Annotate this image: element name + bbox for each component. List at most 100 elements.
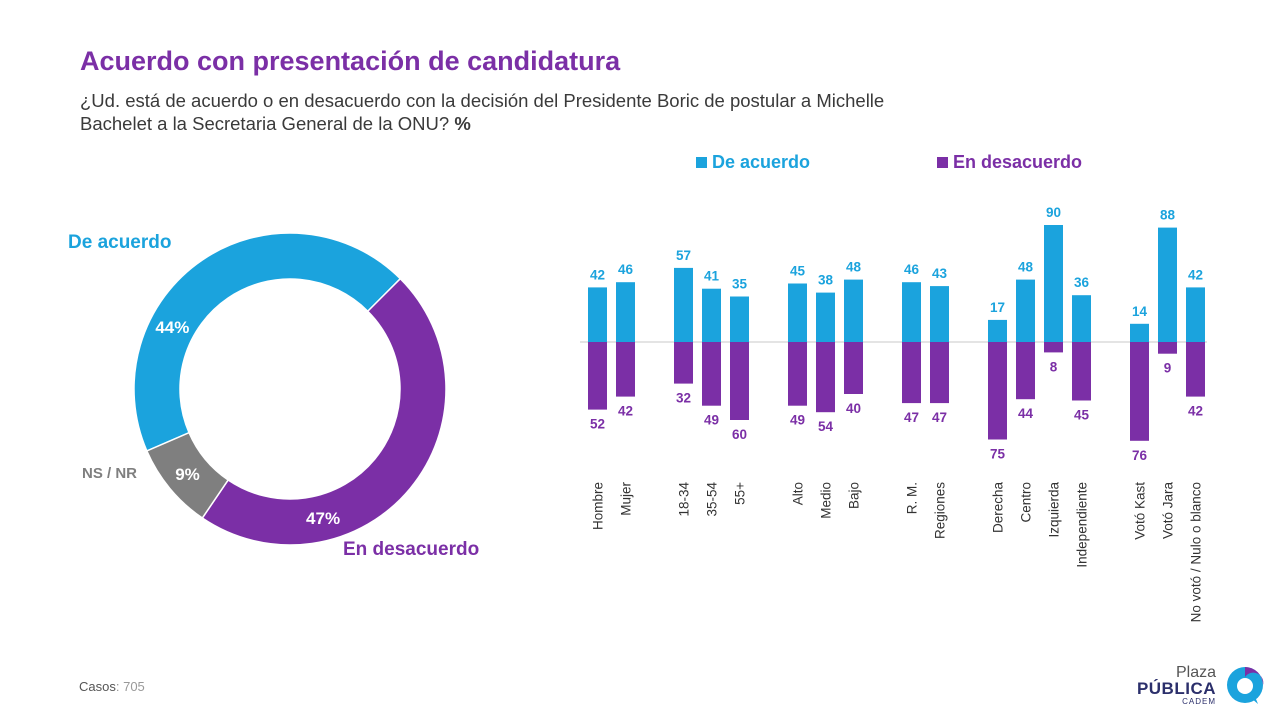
bar-disagree-value: 9 xyxy=(1164,361,1172,376)
bar-disagree-value: 52 xyxy=(590,417,605,432)
category-label: Alto xyxy=(791,482,806,505)
category-label: Votó Kast xyxy=(1133,482,1148,540)
category-label: 35-54 xyxy=(705,482,720,517)
bar-agree-value: 48 xyxy=(1018,260,1034,275)
page-subtitle: ¿Ud. está de acuerdo o en desacuerdo con… xyxy=(80,89,940,135)
bar-disagree-value: 47 xyxy=(904,410,919,425)
bar-agree-value: 35 xyxy=(732,277,748,292)
bar-disagree xyxy=(1130,342,1149,441)
bar-disagree-value: 45 xyxy=(1074,408,1090,423)
bar-agree-value: 88 xyxy=(1160,208,1176,223)
bar-disagree xyxy=(1186,342,1205,397)
logo-line1: Plaza xyxy=(1175,664,1216,681)
bar-agree xyxy=(702,288,721,342)
slice-value-label: 44% xyxy=(155,318,189,337)
bar-chart: 42 52 Hombre 46 42 Mujer 57 32 18-34 41 49 35-54 35 6… xyxy=(580,205,1207,622)
bar-agree-value: 90 xyxy=(1046,205,1061,220)
donut-chart: 44% 47% 9% xyxy=(133,232,447,546)
legend-label-disagree: En desacuerdo xyxy=(953,152,1083,172)
bar-disagree-value: 49 xyxy=(704,413,719,428)
category-label: R. M. xyxy=(905,482,920,514)
bar-disagree xyxy=(844,342,863,394)
category-label: Mujer xyxy=(619,482,634,516)
bar-agree-value: 45 xyxy=(790,264,806,279)
category-label: 55+ xyxy=(733,482,748,505)
donut-label-disagree: En desacuerdo xyxy=(343,539,480,560)
bar-disagree-value: 76 xyxy=(1132,448,1148,463)
bar-agree-value: 14 xyxy=(1132,304,1148,319)
bar-disagree xyxy=(702,342,721,406)
legend-swatch-disagree xyxy=(937,157,948,168)
bar-agree-value: 17 xyxy=(990,300,1005,315)
bar-agree-value: 36 xyxy=(1074,275,1090,290)
bar-agree-value: 48 xyxy=(846,260,862,275)
bar-disagree-value: 42 xyxy=(1188,404,1203,419)
category-label: No votó / Nulo o blanco xyxy=(1189,482,1204,622)
bar-agree-value: 46 xyxy=(618,262,634,277)
category-label: Medio xyxy=(819,482,834,519)
bar-agree xyxy=(730,296,749,342)
bar-disagree xyxy=(730,342,749,420)
bar-agree-value: 42 xyxy=(1188,267,1203,282)
donut-label-agree: De acuerdo xyxy=(68,232,172,253)
category-label: Votó Jara xyxy=(1161,482,1176,540)
bar-disagree-value: 42 xyxy=(618,404,633,419)
bar-disagree-value: 8 xyxy=(1050,359,1058,374)
bar-disagree xyxy=(788,342,807,406)
subtitle-unit: % xyxy=(454,113,471,134)
bar-agree-value: 42 xyxy=(590,267,605,282)
category-label: Bajo xyxy=(847,482,862,509)
logo-line3: CADEM xyxy=(1182,697,1216,706)
bar-disagree xyxy=(1044,342,1063,353)
bar-agree-value: 43 xyxy=(932,266,948,281)
bar-disagree xyxy=(588,342,607,410)
bar-agree xyxy=(674,267,693,342)
bar-agree xyxy=(788,283,807,342)
bar-disagree xyxy=(930,342,949,404)
bar-agree xyxy=(988,319,1007,342)
category-label: Hombre xyxy=(591,482,606,530)
legend-label-agree: De acuerdo xyxy=(712,152,811,172)
bar-disagree xyxy=(1072,342,1091,401)
slice-value-label: 9% xyxy=(175,465,200,484)
legend-agree: De acuerdo xyxy=(696,152,810,173)
slice-nsnr xyxy=(145,431,230,520)
bar-disagree xyxy=(902,342,921,404)
category-label: Independiente xyxy=(1075,482,1090,568)
bar-disagree-value: 44 xyxy=(1018,406,1034,421)
category-label: Regiones xyxy=(933,482,948,539)
cases-label: Casos xyxy=(79,679,116,694)
bar-disagree-value: 54 xyxy=(818,419,834,434)
bar-agree xyxy=(816,292,835,342)
bar-agree xyxy=(1186,287,1205,342)
cases-footer: Casos: 705 xyxy=(79,679,145,694)
slice-disagree xyxy=(201,277,447,546)
bar-agree xyxy=(1072,295,1091,342)
bar-disagree-value: 49 xyxy=(790,413,805,428)
bar-agree xyxy=(844,279,863,342)
bar-disagree xyxy=(988,342,1007,440)
category-label: Centro xyxy=(1019,482,1034,523)
bar-disagree xyxy=(616,342,635,397)
bar-agree xyxy=(616,282,635,342)
bar-disagree-value: 60 xyxy=(732,427,747,442)
subtitle-text: ¿Ud. está de acuerdo o en desacuerdo con… xyxy=(80,90,885,134)
category-label: 18-34 xyxy=(677,482,692,517)
category-label: Izquierda xyxy=(1047,482,1062,538)
bar-disagree xyxy=(674,342,693,384)
bar-agree xyxy=(930,286,949,342)
bar-agree xyxy=(588,287,607,342)
bar-agree xyxy=(1130,323,1149,342)
logo-mark-icon xyxy=(1227,667,1264,704)
page-title: Acuerdo con presentación de candidatura xyxy=(80,46,621,76)
bar-disagree-value: 32 xyxy=(676,391,691,406)
cases-value: : 705 xyxy=(115,679,145,694)
bar-disagree-value: 40 xyxy=(846,401,861,416)
bar-agree xyxy=(1016,279,1035,342)
bar-disagree xyxy=(1158,342,1177,354)
donut-label-nsnr: NS / NR xyxy=(82,465,138,482)
legend-swatch-agree xyxy=(696,157,707,168)
bar-disagree-value: 47 xyxy=(932,410,947,425)
bar-agree-value: 57 xyxy=(676,248,691,263)
bar-agree xyxy=(902,282,921,342)
